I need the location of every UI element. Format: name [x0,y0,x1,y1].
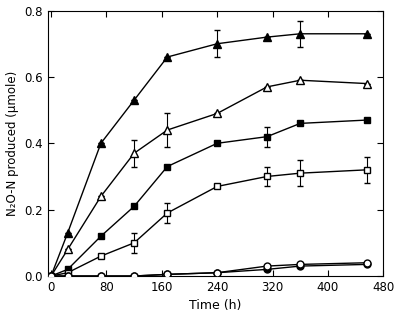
Y-axis label: N₂O-N produced (μmole): N₂O-N produced (μmole) [6,71,18,216]
X-axis label: Time (h): Time (h) [189,300,242,313]
